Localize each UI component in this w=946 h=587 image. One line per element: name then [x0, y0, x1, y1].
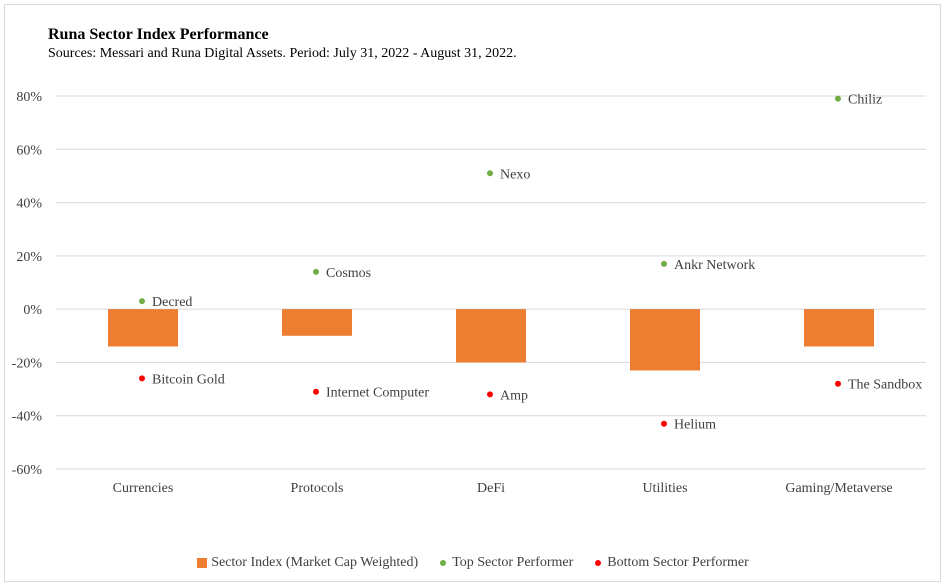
bar — [108, 309, 178, 347]
legend-label: Bottom Sector Performer — [607, 555, 749, 570]
data-point — [313, 388, 319, 395]
bar — [804, 309, 874, 347]
y-tick-label: -60% — [12, 463, 43, 478]
data-label: Amp — [500, 388, 528, 403]
legend-label: Sector Index (Market Cap Weighted) — [211, 555, 419, 570]
y-tick-label: 20% — [16, 250, 42, 265]
legend-item-top-performer: Top Sector Performer — [440, 555, 573, 571]
data-point — [661, 260, 667, 267]
data-label: Decred — [152, 295, 192, 310]
legend-swatch-dot — [595, 560, 602, 566]
y-tick-label: -40% — [12, 410, 43, 425]
data-label: The Sandbox — [848, 378, 922, 393]
data-point — [139, 375, 145, 382]
legend-item-bottom-performer: Bottom Sector Performer — [595, 555, 749, 571]
x-tick-label: Currencies — [113, 481, 174, 496]
data-label: Ankr Network — [674, 258, 755, 273]
y-tick-label: 60% — [16, 143, 42, 158]
y-tick-label: 80% — [16, 90, 42, 105]
legend-label: Top Sector Performer — [452, 555, 574, 570]
legend-swatch-bar — [197, 558, 208, 568]
data-label: Internet Computer — [326, 386, 429, 401]
chart-frame — [4, 4, 941, 582]
data-point — [661, 420, 667, 427]
data-point — [487, 391, 493, 398]
data-label: Bitcoin Gold — [152, 372, 225, 387]
legend-item-sector-index: Sector Index (Market Cap Weighted) — [197, 555, 418, 571]
bar — [282, 309, 352, 336]
data-point — [139, 298, 145, 305]
bar — [456, 309, 526, 363]
data-label: Nexo — [500, 167, 530, 182]
data-point — [835, 95, 841, 102]
y-tick-label: -20% — [12, 356, 43, 371]
x-tick-label: DeFi — [477, 481, 505, 496]
data-point — [313, 268, 319, 275]
y-tick-label: 0% — [23, 303, 42, 318]
legend: Sector Index (Market Cap Weighted) Top S… — [0, 553, 946, 573]
data-label: Chiliz — [848, 93, 882, 108]
bar — [630, 309, 700, 371]
x-tick-label: Protocols — [291, 481, 344, 496]
data-label: Helium — [674, 418, 716, 433]
data-point — [835, 380, 841, 387]
y-tick-label: 40% — [16, 197, 42, 212]
x-tick-label: Utilities — [642, 481, 687, 496]
legend-swatch-dot — [440, 560, 447, 566]
x-tick-label: Gaming/Metaverse — [785, 481, 892, 496]
data-label: Cosmos — [326, 266, 371, 281]
chart-title: Runa Sector Index Performance — [48, 26, 269, 43]
chart-subtitle: Sources: Messari and Runa Digital Assets… — [48, 46, 517, 61]
data-point — [487, 170, 493, 177]
